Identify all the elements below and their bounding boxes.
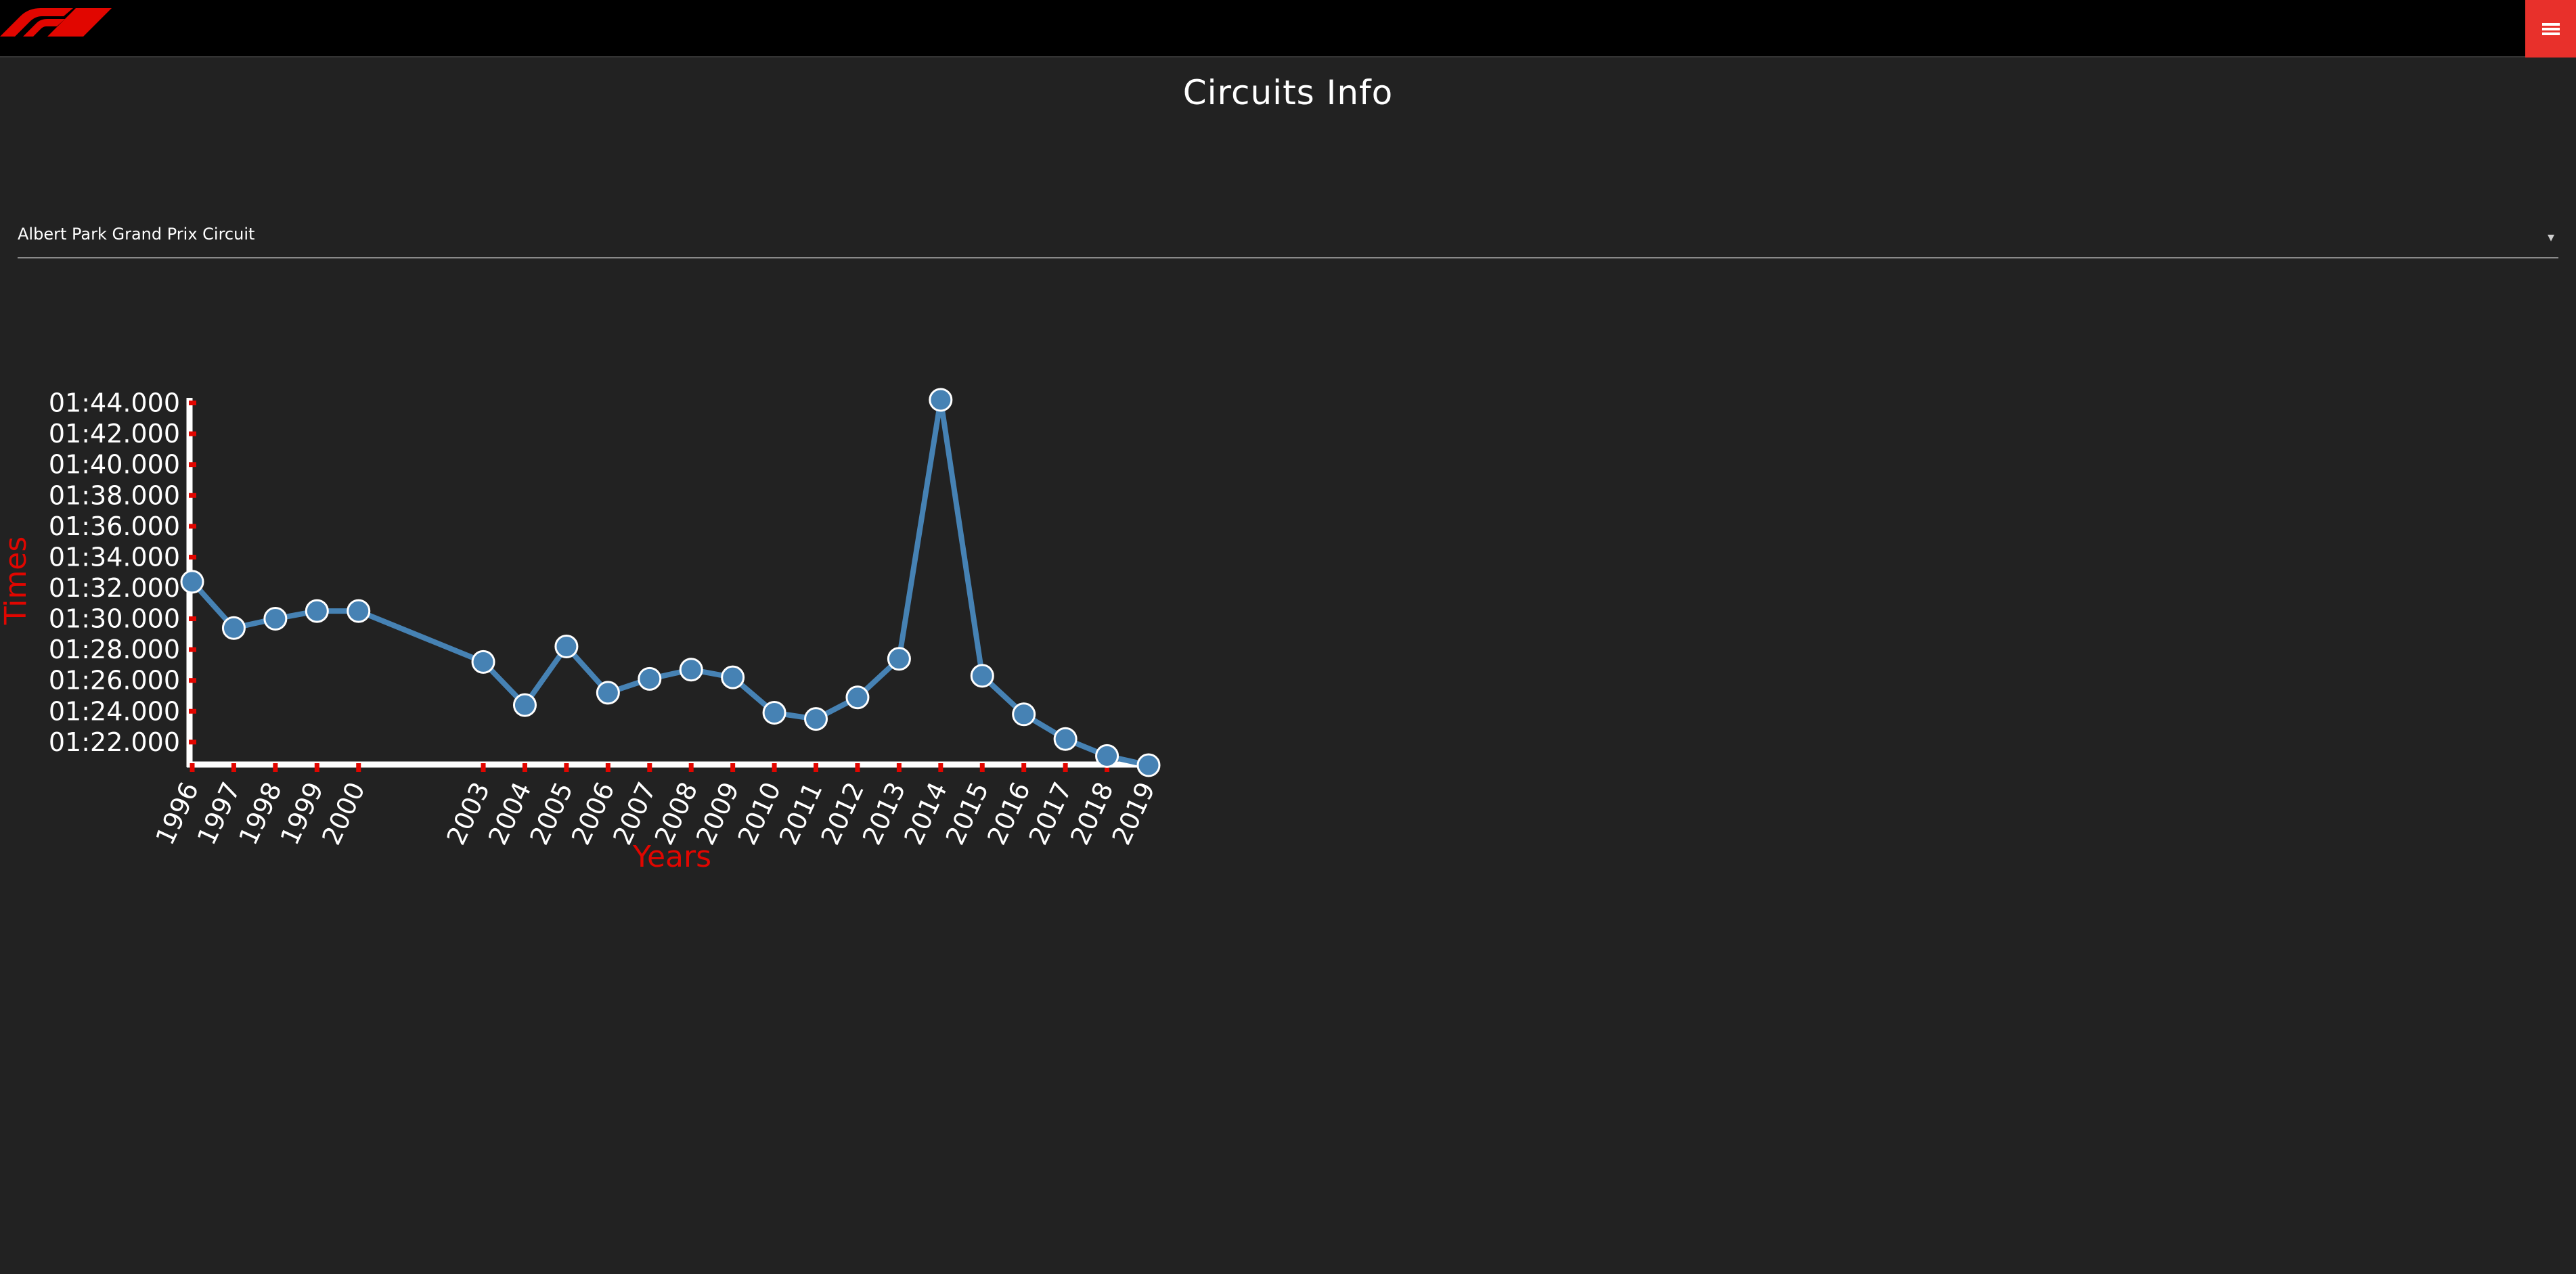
f1-logo-icon[interactable] xyxy=(0,7,112,38)
y-tick-label: 01:26.000 xyxy=(49,666,180,696)
hamburger-menu-icon xyxy=(2541,22,2560,35)
y-tick-label: 01:42.000 xyxy=(49,419,180,449)
x-axis-title: Years xyxy=(632,840,711,874)
data-point: 1997 — 01:29.400 xyxy=(221,616,246,640)
lap-times-chart-svg: 01:22.00001:24.00001:26.00001:28.00001:3… xyxy=(0,388,1161,874)
data-point: 2005 — 01:28.200 xyxy=(554,635,579,659)
chevron-down-icon: ▾ xyxy=(2547,229,2554,245)
y-tick-label: 01:32.000 xyxy=(49,573,180,603)
y-tick-label: 01:34.000 xyxy=(49,542,180,572)
circuit-select-value: Albert Park Grand Prix Circuit xyxy=(18,225,255,244)
y-tick-label: 01:28.000 xyxy=(49,635,180,664)
data-point: 2010 — 01:23.900 xyxy=(762,701,786,725)
data-point: 1998 — 01:30.000 xyxy=(263,607,288,631)
data-point: 2012 — 01:24.900 xyxy=(845,685,870,710)
data-point: 2017 — 01:22.200 xyxy=(1053,727,1078,751)
data-point: 2016 — 01:23.800 xyxy=(1012,702,1036,727)
data-point: 2004 — 01:24.400 xyxy=(512,693,537,717)
data-point: 2019 — 01:20.500 xyxy=(1136,753,1161,777)
data-point: 2014 — 01:44.200 xyxy=(929,388,953,412)
data-point: 2000 — 01:30.500 xyxy=(347,599,371,623)
y-tick-label: 01:22.000 xyxy=(49,727,180,757)
data-point: 2008 — 01:26.700 xyxy=(679,658,703,682)
y-tick-label: 01:40.000 xyxy=(49,450,180,480)
data-point: 1996 — 01:32.400 xyxy=(180,570,204,594)
top-navbar xyxy=(0,0,2576,58)
data-point: 2009 — 01:26.200 xyxy=(721,665,745,689)
data-point: 2018 — 01:21.100 xyxy=(1095,744,1119,768)
data-point: 2007 — 01:26.100 xyxy=(638,666,662,691)
circuit-select[interactable]: Albert Park Grand Prix Circuit ▾ xyxy=(18,217,2558,258)
data-point: 1999 — 01:30.500 xyxy=(305,599,329,623)
data-point: 2003 — 01:27.200 xyxy=(471,650,495,674)
data-point: 2013 — 01:27.400 xyxy=(887,647,911,671)
y-tick-label: 01:38.000 xyxy=(49,480,180,510)
lap-times-chart: 01:22.000 01:24.000 01:26.000 01:28.000 01:3… xyxy=(0,365,1191,893)
y-tick-label: 01:36.000 xyxy=(49,511,180,541)
y-tick-label: 01:24.000 xyxy=(49,696,180,726)
data-point: 2006 — 01:25.200 xyxy=(596,681,620,705)
menu-button[interactable] xyxy=(2525,0,2576,58)
y-tick-label: 01:44.000 xyxy=(49,388,180,418)
page-title: Circuits Info xyxy=(1182,73,1394,112)
data-point: 2011 — 01:23.500 xyxy=(804,707,828,731)
data-point: 2015 — 01:26.300 xyxy=(970,664,994,688)
series-line xyxy=(190,397,1151,768)
y-axis-title: Times xyxy=(0,537,33,626)
y-tick-label: 01:30.000 xyxy=(49,604,180,634)
